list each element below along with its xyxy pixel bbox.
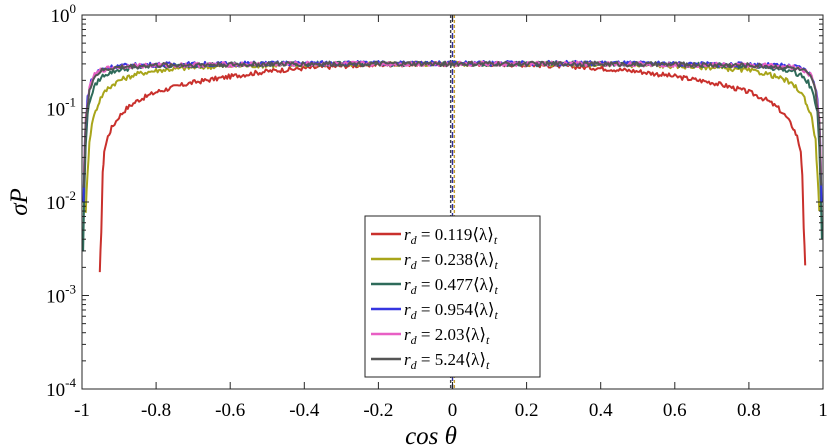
legend: rd = 0.119⟨λ⟩t rd = 0.238⟨λ⟩t rd = 0.477⟨λ… — [364, 215, 541, 378]
y-tick-label: 100 — [51, 1, 77, 27]
axis-ticks — [81, 14, 824, 390]
legend-entry: rd = 0.954⟨λ⟩t — [404, 300, 498, 322]
x-tick-label: -1 — [74, 400, 90, 421]
x-tick-label: 0 — [448, 400, 458, 421]
x-tick-label: 0.8 — [737, 400, 761, 421]
y-tick-label: 10-2 — [46, 188, 76, 214]
x-tick-label: -0.2 — [363, 400, 393, 421]
y-axis-label: σP — [6, 188, 33, 216]
series-line — [82, 60, 823, 188]
y-tick-label: 10-1 — [46, 95, 76, 121]
legend-entry: rd = 0.238⟨λ⟩t — [404, 250, 498, 272]
y-tick-label: 10-3 — [46, 282, 76, 308]
x-tick-label: -0.8 — [141, 400, 171, 421]
legend-box — [364, 215, 541, 378]
legend-entry: rd = 2.03⟨λ⟩t — [404, 325, 490, 347]
series-layer — [82, 59, 823, 273]
legend-entry: rd = 0.477⟨λ⟩t — [404, 275, 498, 297]
x-tick-label: -0.4 — [289, 400, 320, 421]
y-tick-labels: 10-4 10-3 10-2 10-1 100 — [46, 1, 76, 401]
legend-entry: rd = 0.119⟨λ⟩t — [404, 225, 498, 247]
x-tick-label: 0.4 — [589, 400, 613, 421]
x-tick-labels: -1 -0.8 -0.6 -0.4 -0.2 0 0.2 0.4 0.6 0.8 1 — [74, 400, 828, 421]
x-tick-label: 0.6 — [663, 400, 687, 421]
x-tick-label: -0.6 — [215, 400, 245, 421]
x-axis-label: cos θ — [405, 423, 457, 447]
x-tick-label: 1 — [818, 400, 828, 421]
x-tick-label: 0.2 — [515, 400, 539, 421]
y-tick-label: 10-4 — [46, 375, 76, 401]
legend-entry: rd = 5.24⟨λ⟩t — [404, 350, 490, 372]
